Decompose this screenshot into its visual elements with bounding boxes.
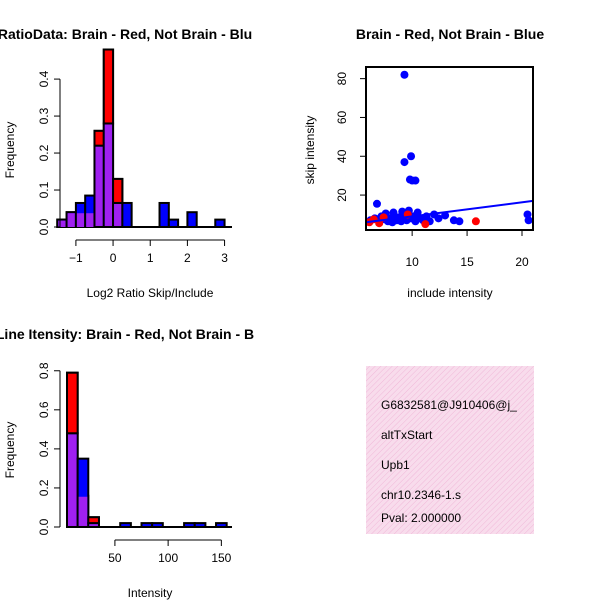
ratio-histogram-panel: RatioData: Brain - Red, Not Brain - Blu … [0, 26, 252, 300]
not-brain-point [434, 214, 443, 223]
brain-bar-top [102, 48, 115, 125]
brain-bar-top [93, 129, 105, 147]
brain-point [421, 220, 430, 229]
x-tick-label: 2 [184, 251, 191, 265]
intensity-scatter-x-axis: 10 15 20 [405, 230, 529, 269]
x-tick-label: 0 [110, 251, 117, 265]
brain-point [471, 217, 480, 226]
x-tick-label: 20 [515, 255, 529, 269]
not-brain-bar [121, 201, 133, 229]
not-brain-point [400, 158, 409, 167]
overlap-bar [95, 146, 103, 227]
overlap-bar [78, 496, 88, 527]
overlap-bar [86, 213, 94, 227]
x-tick-label: −1 [69, 251, 83, 265]
info-box-exon-id: G6832581@J910406@j_ [381, 398, 517, 412]
x-tick-label: 100 [158, 551, 178, 565]
y-tick-label: 0.6 [37, 401, 51, 418]
x-tick-label: 50 [108, 551, 122, 565]
brain-bar-top [66, 371, 79, 435]
not-brain-point [441, 211, 450, 220]
y-tick-label: 40 [335, 149, 349, 163]
not-brain-point [411, 176, 420, 185]
intensity-histogram-ylabel: Frequency [3, 422, 17, 479]
x-tick-label: 10 [405, 255, 419, 269]
overlap-bar [89, 524, 98, 527]
info-box: G6832581@J910406@j_ altTxStart Upb1 chr1… [366, 366, 534, 534]
ratio-histogram-y-axis: 0.0 0.1 0.2 0.3 0.4 [37, 70, 61, 235]
x-tick-label: 3 [221, 251, 228, 265]
ratio-histogram-bars [56, 48, 226, 229]
not-brain-bar [214, 218, 226, 229]
not-brain-point [389, 208, 398, 217]
intensity-histogram-bars [66, 371, 228, 529]
intensity-histogram-xlabel: Intensity [128, 586, 173, 600]
intensity-histogram-x-axis: 50 100 150 [108, 539, 232, 565]
overlap-bar [67, 213, 75, 227]
info-box-pval: Pval: 2.000000 [381, 511, 461, 525]
intensity-histogram-title: Line Itensity: Brain - Red, Not Brain - … [0, 326, 254, 342]
x-tick-label: 1 [147, 251, 154, 265]
not-brain-bar [186, 211, 198, 229]
y-tick-label: 0.4 [37, 440, 51, 457]
overlap-bar [76, 213, 85, 227]
intensity-scatter-xlabel: include intensity [407, 286, 492, 300]
y-tick-label: 80 [335, 72, 349, 86]
intensity-scatter-ylabel: skip intensity [303, 116, 317, 185]
brain-bar-top [112, 177, 124, 204]
y-tick-label: 0.2 [37, 144, 51, 161]
ratio-histogram-title: RatioData: Brain - Red, Not Brain - Blu [0, 26, 252, 42]
y-tick-label: 0.8 [37, 362, 51, 379]
y-tick-label: 0.0 [37, 518, 51, 535]
y-tick-label: 60 [335, 110, 349, 124]
y-tick-label: 0.4 [37, 70, 51, 87]
intensity-scatter-y-axis: 20 40 60 80 [335, 72, 366, 202]
not-brain-bar [158, 201, 170, 229]
info-box-event-type: altTxStart [381, 428, 433, 442]
ratio-histogram-x-axis: −1 0 1 2 3 [69, 239, 228, 265]
info-box-gene: Upb1 [381, 458, 410, 472]
not-brain-point [524, 216, 533, 225]
info-box-hatch [366, 366, 534, 534]
ratio-histogram-ylabel: Frequency [3, 122, 17, 179]
x-tick-label: 150 [211, 551, 231, 565]
intensity-scatter-frame [365, 66, 534, 231]
intensity-histogram-y-axis: 0.0 0.2 0.4 0.6 0.8 [37, 362, 61, 535]
brain-bar-top [87, 516, 100, 525]
overlap-bar [58, 220, 66, 227]
not-brain-bar [167, 218, 180, 229]
intensity-histogram-panel: Line Itensity: Brain - Red, Not Brain - … [0, 326, 254, 600]
overlap-bar [104, 124, 113, 227]
y-tick-label: 0.2 [37, 479, 51, 496]
not-brain-point [372, 199, 381, 208]
not-brain-point [455, 217, 464, 226]
ratio-histogram-xlabel: Log2 Ratio Skip/Include [87, 286, 214, 300]
intensity-scatter-fit-line [365, 199, 534, 224]
x-tick-label: 15 [460, 255, 474, 269]
y-tick-label: 20 [335, 188, 349, 202]
not-brain-point [400, 70, 409, 79]
intensity-scatter-title: Brain - Red, Not Brain - Blue [356, 26, 544, 42]
overlap-bar [68, 434, 77, 527]
overlap-bar [114, 203, 122, 227]
y-tick-label: 0.3 [37, 107, 51, 124]
info-box-location: chr10.2346-1.s [381, 488, 461, 502]
y-tick-label: 0.0 [37, 218, 51, 235]
y-tick-label: 0.1 [37, 181, 51, 198]
intensity-scatter-panel: Brain - Red, Not Brain - Blue 10 15 20 20 4… [303, 26, 544, 300]
not-brain-point [407, 152, 416, 161]
